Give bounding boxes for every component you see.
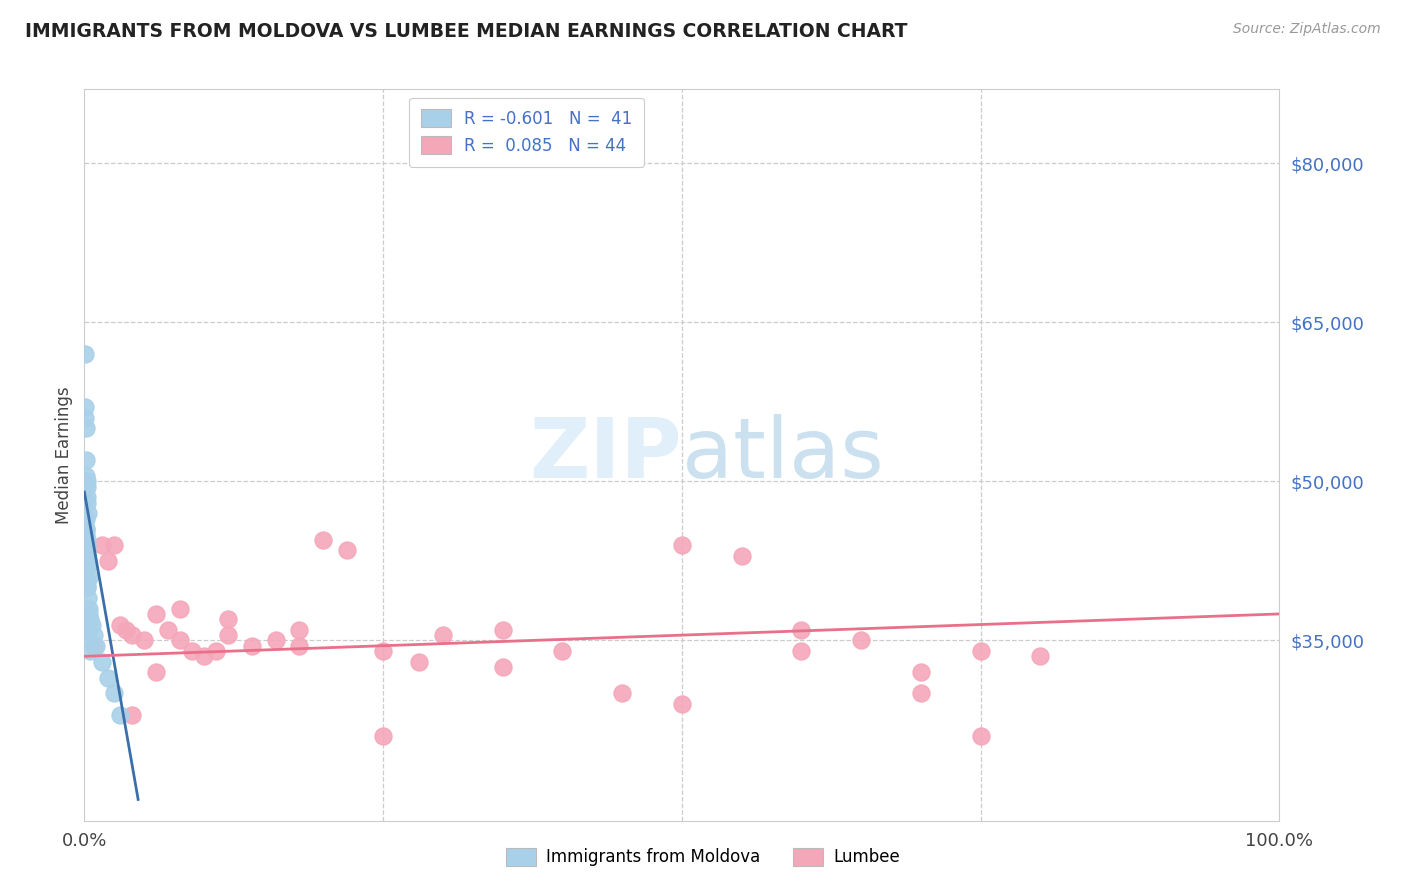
Point bbox=[790, 644, 813, 658]
Point bbox=[76, 506, 98, 520]
Point bbox=[76, 554, 98, 568]
Point bbox=[73, 347, 96, 361]
Point bbox=[103, 686, 125, 700]
Point bbox=[240, 639, 263, 653]
Point bbox=[80, 617, 103, 632]
Point bbox=[83, 628, 105, 642]
Point bbox=[76, 491, 98, 505]
Point bbox=[145, 607, 167, 621]
Point bbox=[75, 453, 97, 467]
Point bbox=[193, 649, 215, 664]
Point bbox=[76, 480, 98, 494]
Point bbox=[217, 628, 239, 642]
Point bbox=[145, 665, 167, 680]
Point bbox=[75, 469, 97, 483]
Point bbox=[76, 575, 98, 590]
Point bbox=[910, 686, 932, 700]
Legend: R = -0.601   N =  41, R =  0.085   N = 44: R = -0.601 N = 41, R = 0.085 N = 44 bbox=[409, 97, 644, 167]
Y-axis label: Median Earnings: Median Earnings bbox=[55, 386, 73, 524]
Point bbox=[288, 639, 311, 653]
Point bbox=[76, 549, 98, 563]
Text: Source: ZipAtlas.com: Source: ZipAtlas.com bbox=[1233, 22, 1381, 37]
Point bbox=[1029, 649, 1052, 664]
Point bbox=[373, 644, 395, 658]
Point bbox=[288, 623, 311, 637]
Point bbox=[86, 639, 108, 653]
Point bbox=[77, 591, 100, 605]
Point bbox=[76, 581, 98, 595]
Point bbox=[132, 633, 156, 648]
Point bbox=[492, 660, 515, 674]
Point bbox=[75, 401, 97, 415]
Point bbox=[79, 644, 101, 658]
Point bbox=[79, 612, 101, 626]
Point bbox=[75, 527, 97, 541]
Point bbox=[157, 623, 180, 637]
Point bbox=[77, 601, 100, 615]
Point bbox=[77, 570, 100, 584]
Point bbox=[551, 644, 574, 658]
Point bbox=[76, 533, 98, 547]
Point bbox=[312, 533, 335, 547]
Point bbox=[121, 628, 143, 642]
Point bbox=[336, 543, 359, 558]
Text: atlas: atlas bbox=[682, 415, 883, 495]
Point bbox=[97, 554, 120, 568]
Point bbox=[83, 639, 105, 653]
Point bbox=[851, 633, 873, 648]
Point bbox=[373, 729, 395, 743]
Point bbox=[671, 538, 693, 552]
Point bbox=[76, 538, 98, 552]
Point bbox=[76, 581, 98, 595]
Point bbox=[970, 729, 993, 743]
Point bbox=[110, 617, 132, 632]
Point bbox=[91, 538, 114, 552]
Point bbox=[217, 612, 239, 626]
Point bbox=[75, 421, 97, 435]
Point bbox=[121, 707, 143, 722]
Point bbox=[612, 686, 634, 700]
Point bbox=[264, 633, 287, 648]
Point bbox=[671, 697, 693, 711]
Point bbox=[103, 538, 125, 552]
Point bbox=[408, 655, 430, 669]
Point bbox=[205, 644, 228, 658]
Point bbox=[75, 511, 97, 525]
Point bbox=[77, 633, 100, 648]
Text: IMMIGRANTS FROM MOLDOVA VS LUMBEE MEDIAN EARNINGS CORRELATION CHART: IMMIGRANTS FROM MOLDOVA VS LUMBEE MEDIAN… bbox=[25, 22, 908, 41]
Point bbox=[76, 559, 98, 574]
Point bbox=[115, 623, 138, 637]
Point bbox=[181, 644, 204, 658]
Point bbox=[169, 633, 191, 648]
Point bbox=[110, 707, 132, 722]
Point bbox=[731, 549, 754, 563]
Point bbox=[77, 607, 100, 621]
Legend: Immigrants from Moldova, Lumbee: Immigrants from Moldova, Lumbee bbox=[498, 839, 908, 875]
Point bbox=[790, 623, 813, 637]
Point bbox=[77, 623, 100, 637]
Point bbox=[970, 644, 993, 658]
Point bbox=[432, 628, 454, 642]
Text: ZIP: ZIP bbox=[530, 415, 682, 495]
Point bbox=[910, 665, 932, 680]
Point bbox=[75, 538, 97, 552]
Point bbox=[492, 623, 515, 637]
Point bbox=[76, 475, 98, 489]
Point bbox=[97, 671, 120, 685]
Point bbox=[76, 495, 98, 509]
Point bbox=[75, 410, 97, 425]
Point bbox=[91, 655, 114, 669]
Point bbox=[75, 522, 97, 536]
Point bbox=[76, 543, 98, 558]
Point bbox=[77, 559, 100, 574]
Point bbox=[75, 522, 97, 536]
Point bbox=[169, 601, 191, 615]
